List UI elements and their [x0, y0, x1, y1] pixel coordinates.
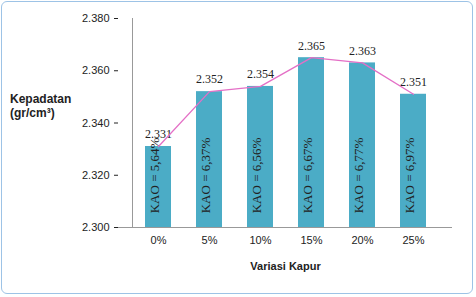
- svg-text:2.352: 2.352: [196, 72, 223, 86]
- svg-text:2.320: 2.320: [82, 169, 110, 181]
- svg-text:2.365: 2.365: [298, 39, 325, 53]
- svg-text:15%: 15%: [300, 234, 322, 246]
- svg-text:25%: 25%: [402, 234, 424, 246]
- svg-text:2.300: 2.300: [82, 221, 110, 233]
- svg-text:Variasi Kapur: Variasi Kapur: [250, 260, 321, 272]
- svg-text:5%: 5%: [202, 234, 218, 246]
- svg-text:KAO = 6,37%: KAO = 6,37%: [198, 138, 213, 214]
- svg-text:2.331: 2.331: [145, 127, 172, 141]
- svg-text:10%: 10%: [249, 234, 271, 246]
- svg-text:2.363: 2.363: [349, 44, 376, 58]
- html-text:Kepadatan (gr/cm³): Kepadatan (gr/cm³): [10, 92, 72, 120]
- svg-text:2.351: 2.351: [400, 75, 427, 89]
- svg-text:20%: 20%: [351, 234, 373, 246]
- svg-text:KAO = 6,56%: KAO = 6,56%: [249, 138, 264, 214]
- svg-text:KAO = 6,67%: KAO = 6,67%: [300, 138, 315, 214]
- svg-text:2.354: 2.354: [247, 67, 274, 81]
- svg-text:2.360: 2.360: [82, 64, 110, 76]
- svg-text:KAO = 6,77%: KAO = 6,77%: [351, 138, 366, 214]
- svg-text:2.380: 2.380: [82, 12, 110, 24]
- svg-text:KAO = 6,97%: KAO = 6,97%: [402, 138, 417, 214]
- svg-text:KAO = 5,64%: KAO = 5,64%: [147, 138, 162, 214]
- svg-text:2.340: 2.340: [82, 117, 110, 129]
- svg-text:0%: 0%: [151, 234, 167, 246]
